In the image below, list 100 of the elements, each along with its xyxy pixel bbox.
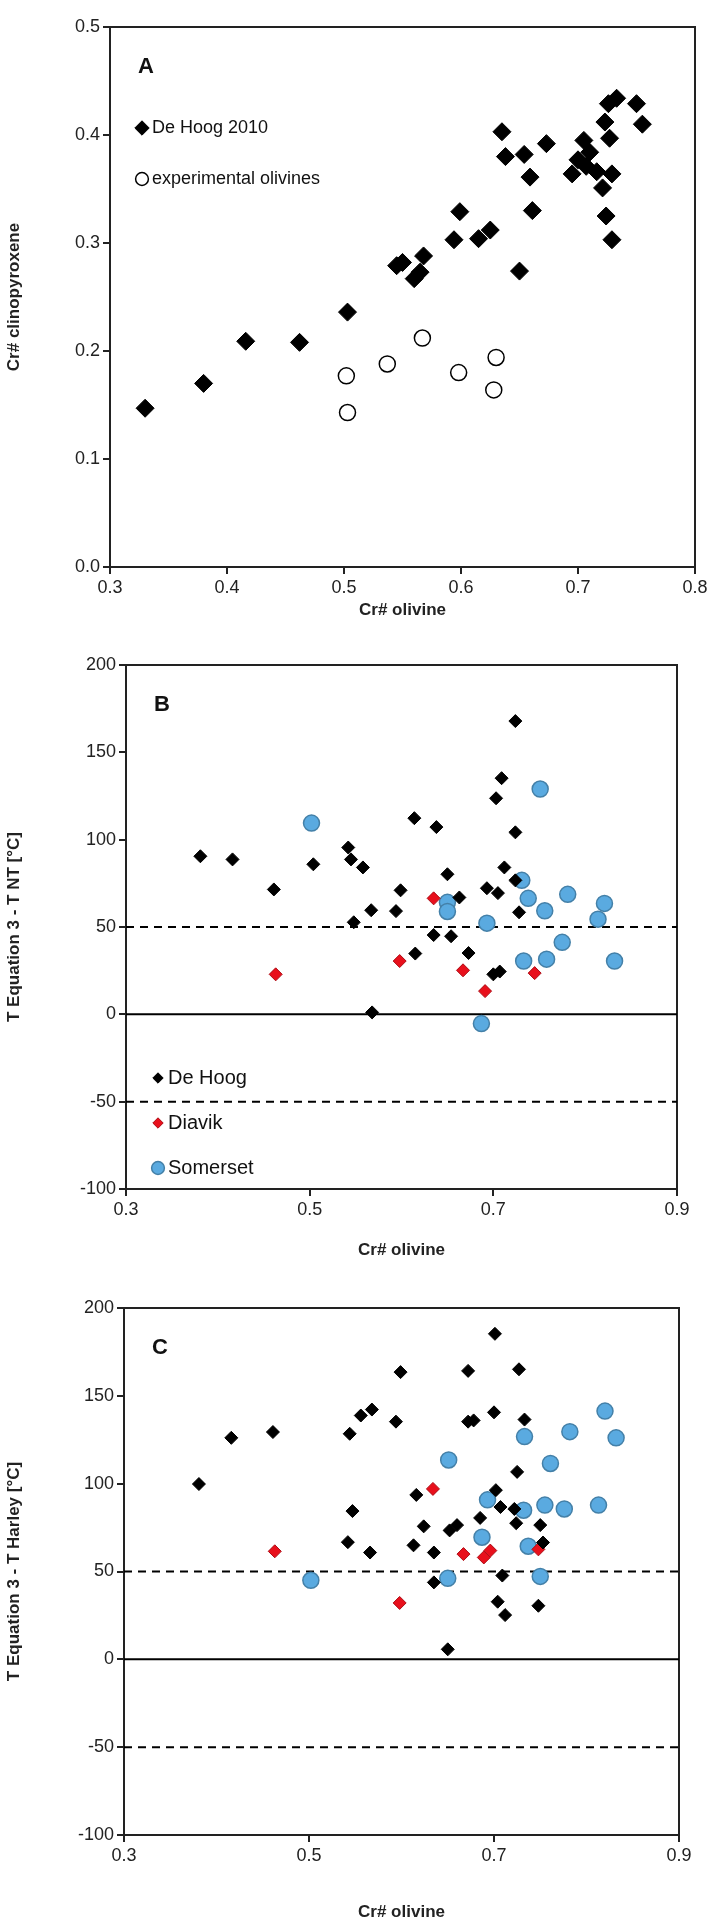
point	[536, 902, 554, 920]
point	[194, 373, 214, 393]
point	[440, 1642, 455, 1657]
point	[338, 403, 357, 422]
point	[267, 1544, 282, 1559]
point	[487, 348, 505, 367]
point	[378, 355, 397, 373]
point	[439, 1569, 457, 1588]
point	[407, 811, 422, 826]
y-tick-label: 100	[83, 1472, 114, 1493]
point	[410, 262, 430, 282]
point	[472, 1014, 491, 1033]
x-tick-label: 0.8	[682, 576, 708, 597]
point	[440, 867, 455, 882]
y-tick-label: 0.2	[74, 339, 100, 360]
point	[593, 178, 613, 198]
point	[541, 1454, 560, 1473]
point	[191, 1477, 206, 1492]
point	[562, 164, 582, 184]
point	[364, 903, 379, 918]
y-tick-label: 0.4	[74, 123, 100, 144]
y-tick-label: 0	[103, 1648, 114, 1669]
point	[337, 367, 356, 385]
point	[495, 1568, 510, 1583]
point	[492, 122, 512, 142]
point	[473, 1528, 491, 1546]
point	[600, 128, 620, 148]
y-tick-label: 150	[85, 741, 116, 762]
point	[487, 1326, 502, 1341]
y-tick-label: 0.3	[74, 231, 100, 252]
point	[510, 261, 529, 281]
point	[507, 1501, 522, 1516]
point	[388, 1414, 403, 1429]
x-tick-label: 0.7	[565, 576, 591, 597]
point	[364, 1402, 379, 1417]
legend-label: experimental olivines	[152, 167, 321, 188]
point	[266, 882, 281, 897]
x-tick-label: 0.6	[448, 576, 474, 597]
point	[531, 1598, 546, 1613]
x-tick-label: 0.5	[296, 1844, 322, 1865]
point	[355, 860, 370, 875]
point	[487, 1405, 501, 1420]
point	[555, 1500, 574, 1518]
point	[444, 230, 464, 250]
point	[596, 1402, 614, 1420]
point	[340, 1535, 355, 1550]
annotation: B	[154, 691, 170, 717]
point	[353, 1408, 368, 1423]
y-tick-label: 200	[85, 653, 116, 674]
point	[265, 1425, 280, 1440]
point	[489, 791, 504, 806]
point	[522, 201, 542, 221]
point	[290, 332, 310, 352]
point	[536, 1496, 554, 1514]
point	[225, 852, 240, 867]
point	[537, 950, 556, 968]
point	[536, 134, 556, 154]
point	[478, 1491, 497, 1509]
legend-label: Diavik	[168, 1110, 224, 1133]
x-tick-label: 0.5	[297, 1198, 323, 1219]
point	[595, 894, 614, 913]
point	[426, 928, 441, 943]
point	[508, 825, 523, 840]
point	[268, 967, 283, 982]
point	[508, 873, 523, 888]
point	[602, 164, 622, 184]
point	[409, 1487, 424, 1502]
point	[536, 1535, 551, 1550]
point	[135, 398, 155, 418]
point	[442, 1523, 457, 1538]
point	[393, 1365, 408, 1380]
y-tick-label: -100	[77, 1823, 114, 1844]
annotation: A	[138, 53, 154, 79]
x-tick-label: 0.7	[480, 1198, 506, 1219]
x-axis-title: Cr# olivine	[358, 1240, 445, 1260]
point	[607, 1429, 625, 1447]
point	[392, 954, 407, 969]
point	[533, 1518, 548, 1533]
point	[561, 1422, 579, 1441]
point	[587, 162, 607, 182]
point	[426, 1575, 441, 1590]
point	[627, 94, 646, 114]
x-axis-title: Cr# olivine	[358, 1902, 445, 1922]
point	[511, 1362, 526, 1377]
point	[461, 946, 476, 961]
point	[393, 883, 408, 898]
point	[439, 1451, 458, 1469]
point	[343, 852, 358, 867]
y-tick-label: 0.0	[74, 555, 100, 576]
point	[509, 1516, 524, 1531]
x-tick-label: 0.5	[331, 576, 357, 597]
point	[449, 363, 468, 382]
point	[510, 1464, 525, 1479]
point	[450, 202, 470, 222]
point	[224, 1430, 239, 1445]
point	[416, 1519, 431, 1534]
point	[478, 984, 493, 999]
point	[517, 1412, 532, 1427]
point	[493, 1500, 508, 1515]
annotation: C	[152, 1334, 168, 1360]
